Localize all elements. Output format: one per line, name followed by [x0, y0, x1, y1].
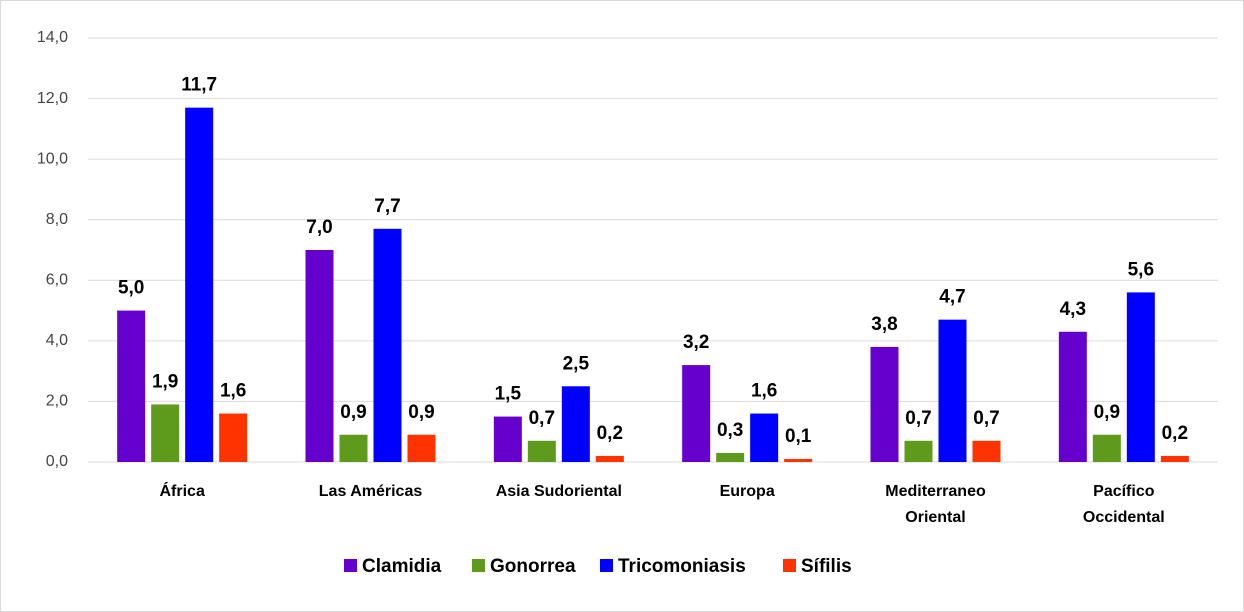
value-label: 3,8: [871, 314, 897, 335]
value-label: 0,2: [597, 423, 623, 444]
bar: [750, 413, 779, 462]
y-tick-label: 0,0: [46, 453, 68, 470]
value-label: 7,7: [374, 196, 400, 217]
value-label: 11,7: [181, 75, 217, 96]
bar: [407, 434, 436, 462]
bar: [784, 458, 813, 462]
value-label: 4,7: [939, 287, 965, 308]
value-label: 1,5: [495, 384, 522, 405]
bar: [339, 434, 368, 462]
x-tick-label: Mediterraneo Oriental: [885, 483, 986, 526]
bar: [305, 250, 334, 462]
x-tick-label: Pacífico Occidental: [1083, 483, 1165, 526]
value-label: 0,7: [973, 408, 999, 429]
bar: [972, 440, 1001, 462]
value-label: 0,3: [717, 420, 743, 441]
bar: [151, 404, 180, 462]
value-label: 1,6: [220, 381, 246, 402]
legend-label: Gonorrea: [490, 556, 576, 577]
value-label: 0,9: [1094, 402, 1120, 423]
value-label: 0,7: [905, 408, 931, 429]
x-tick-label: África: [159, 481, 204, 500]
bar: [682, 365, 711, 462]
y-tick-label: 2,0: [46, 393, 68, 410]
value-label: 0,9: [408, 402, 434, 423]
x-tick-label: Europa: [720, 483, 775, 500]
y-tick-label: 8,0: [46, 211, 68, 228]
x-tick-label: Asia Sudoriental: [496, 483, 622, 500]
legend-swatch: [600, 559, 613, 572]
x-tick-label: Las Américas: [319, 483, 423, 500]
y-tick-label: 14,0: [37, 29, 68, 46]
legend-label: Clamidia: [362, 556, 442, 577]
legend-label: Sífilis: [801, 556, 852, 577]
y-tick-label: 12,0: [37, 90, 68, 107]
value-label: 0,2: [1162, 423, 1188, 444]
y-tick-label: 6,0: [46, 272, 68, 289]
value-label: 7,0: [306, 217, 332, 238]
bar: [117, 310, 146, 462]
bar: [219, 413, 248, 462]
bar: [904, 440, 933, 462]
value-label: 0,1: [785, 426, 812, 447]
legend-label: Tricomoniasis: [618, 556, 746, 577]
value-label: 0,7: [529, 408, 555, 429]
value-label: 5,6: [1128, 259, 1154, 280]
value-label: 5,0: [118, 278, 144, 299]
bar: [1126, 292, 1155, 462]
bar: [185, 107, 214, 463]
bar: [595, 455, 624, 462]
bar: [716, 452, 745, 462]
bar: [373, 228, 402, 462]
bar: [1058, 331, 1087, 462]
legend-swatch: [344, 559, 357, 572]
bar: [561, 386, 590, 462]
value-label: 4,3: [1060, 299, 1086, 320]
bar: [493, 416, 522, 462]
y-tick-label: 4,0: [46, 332, 68, 349]
bar: [1092, 434, 1121, 462]
y-tick-label: 10,0: [37, 150, 68, 167]
value-label: 1,9: [152, 371, 178, 392]
value-label: 3,2: [683, 332, 709, 353]
value-label: 1,6: [751, 381, 777, 402]
bar: [1160, 455, 1189, 462]
legend-swatch: [472, 559, 485, 572]
bar: [938, 319, 967, 462]
legend-swatch: [783, 559, 796, 572]
value-label: 2,5: [563, 353, 590, 374]
bar: [870, 346, 899, 462]
bar: [527, 440, 556, 462]
value-label: 0,9: [340, 402, 366, 423]
